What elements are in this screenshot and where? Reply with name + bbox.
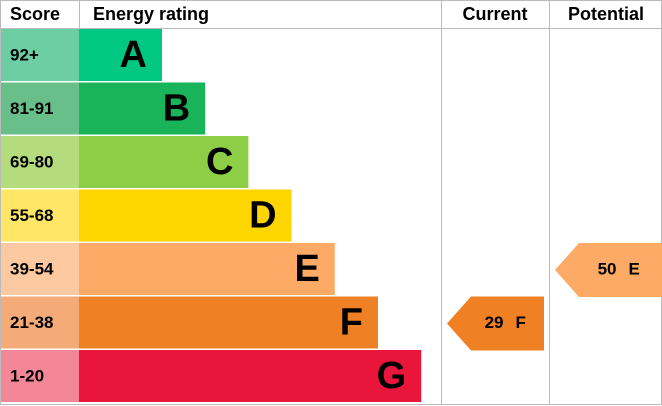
score-label: 55-68	[10, 206, 53, 225]
score-label: 92+	[10, 45, 39, 64]
score-cell	[1, 82, 79, 135]
potential-arrow	[555, 243, 662, 297]
rating-bar	[79, 82, 206, 135]
band-letter: G	[377, 355, 407, 397]
score-cell	[1, 296, 79, 349]
current-arrow	[447, 296, 544, 351]
score-label: 81-91	[10, 99, 53, 118]
score-label: 1-20	[10, 366, 44, 385]
band-letter: C	[206, 141, 233, 183]
score-label: 21-38	[10, 313, 53, 332]
score-cell	[1, 136, 79, 188]
score-cell	[1, 29, 79, 81]
band-letter: B	[163, 88, 190, 130]
rating-bar	[79, 296, 378, 349]
rating-bar	[79, 189, 292, 242]
rating-bar	[79, 243, 335, 295]
header-potential: Potential	[568, 4, 644, 24]
rating-bar	[79, 136, 249, 188]
band-letter: F	[340, 302, 363, 344]
current-value: 29	[485, 313, 504, 332]
score-label: 69-80	[10, 152, 53, 171]
potential-letter: E	[629, 259, 640, 278]
score-cell	[1, 350, 79, 402]
header-score: Score	[10, 4, 60, 24]
header-current: Current	[462, 4, 527, 24]
header-rating: Energy rating	[93, 4, 209, 24]
current-letter: F	[516, 313, 526, 332]
band-letter: E	[294, 248, 319, 290]
score-cell	[1, 189, 79, 242]
score-cell	[1, 243, 79, 295]
band-letter: D	[249, 195, 276, 237]
band-letter: A	[120, 34, 147, 76]
rating-bar	[79, 29, 162, 81]
score-label: 39-54	[10, 259, 54, 278]
potential-value: 50	[598, 259, 617, 278]
rating-bar	[79, 350, 422, 402]
